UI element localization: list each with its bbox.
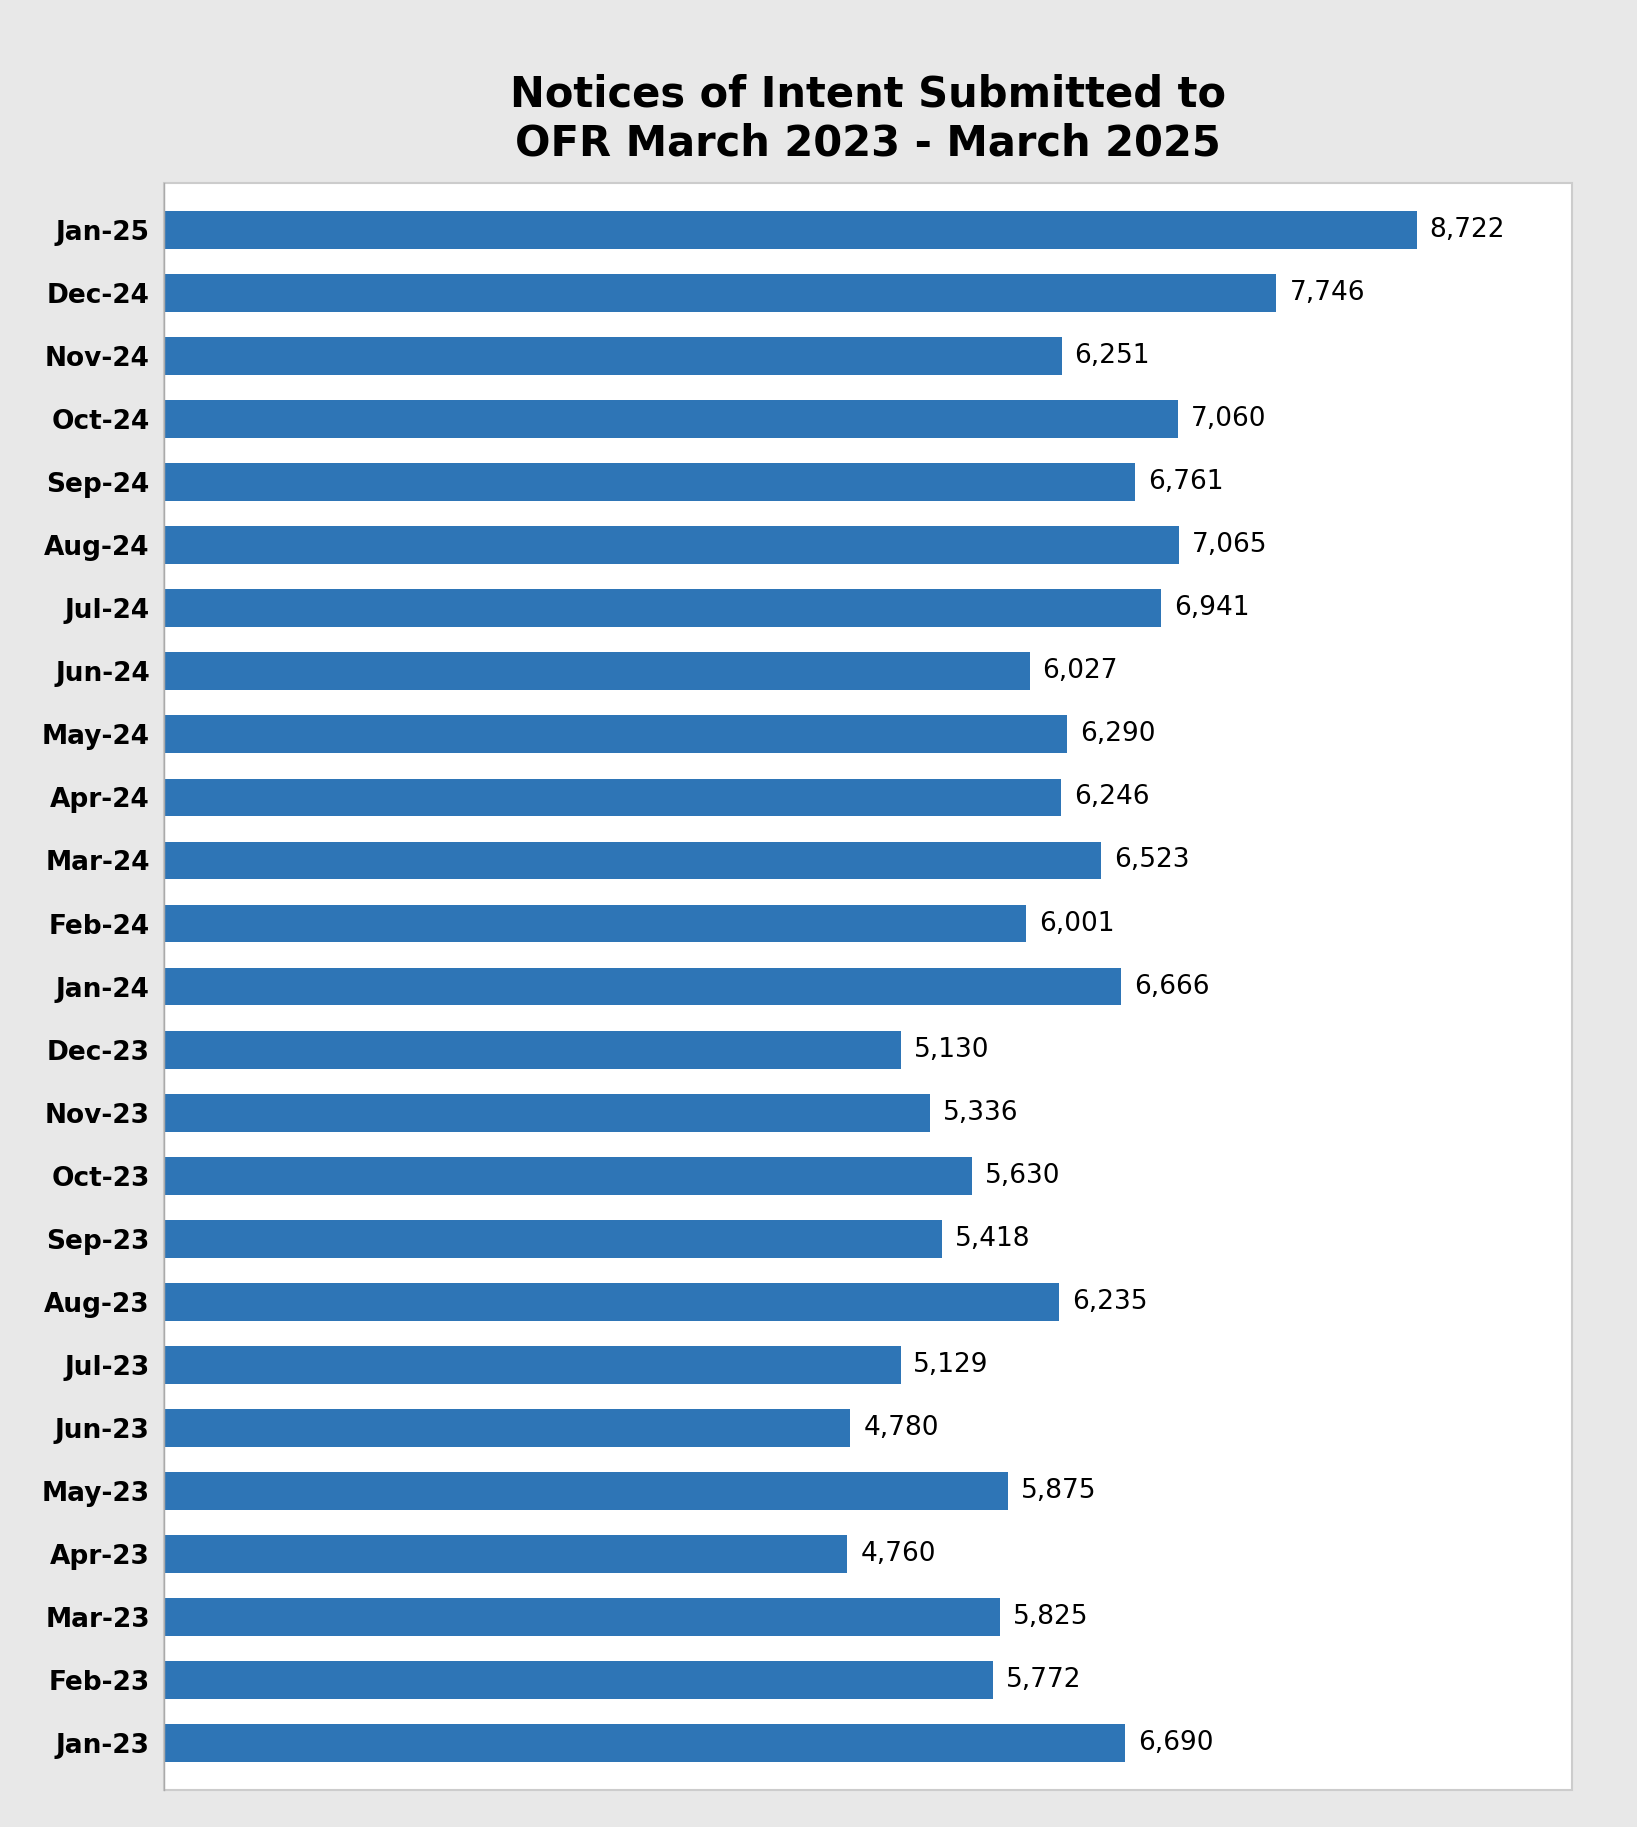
Text: 7,746: 7,746 xyxy=(1290,280,1365,307)
Text: 6,523: 6,523 xyxy=(1113,848,1188,873)
Bar xyxy=(164,1094,930,1131)
Text: 5,772: 5,772 xyxy=(1005,1666,1082,1694)
Bar xyxy=(164,652,1030,691)
Bar xyxy=(164,1156,972,1195)
Bar xyxy=(164,400,1179,438)
Bar xyxy=(164,464,1134,501)
Text: 5,130: 5,130 xyxy=(913,1036,989,1063)
Bar xyxy=(164,1661,994,1699)
Bar xyxy=(164,1535,848,1573)
Text: 6,027: 6,027 xyxy=(1043,658,1118,685)
Text: 6,290: 6,290 xyxy=(1080,722,1156,747)
Text: 5,336: 5,336 xyxy=(943,1100,1018,1125)
Bar xyxy=(164,338,1062,375)
Text: 6,941: 6,941 xyxy=(1174,596,1249,621)
Text: 5,630: 5,630 xyxy=(985,1162,1061,1189)
Text: 4,760: 4,760 xyxy=(861,1540,936,1568)
Bar xyxy=(164,1346,900,1383)
Bar xyxy=(164,968,1121,1005)
Bar xyxy=(164,183,1572,1790)
Bar xyxy=(164,526,1179,565)
Bar xyxy=(164,212,1416,248)
Text: 6,235: 6,235 xyxy=(1072,1288,1148,1315)
Text: 5,875: 5,875 xyxy=(1020,1478,1097,1504)
Text: 6,001: 6,001 xyxy=(1039,910,1115,937)
Text: 7,060: 7,060 xyxy=(1190,406,1267,433)
Bar xyxy=(164,1599,1000,1635)
Bar xyxy=(164,1283,1059,1321)
Text: 5,129: 5,129 xyxy=(913,1352,989,1378)
Bar xyxy=(164,1030,900,1069)
Bar xyxy=(164,590,1161,627)
Bar xyxy=(164,1409,850,1447)
Bar xyxy=(164,904,1026,943)
Text: 5,825: 5,825 xyxy=(1013,1604,1089,1630)
Bar xyxy=(164,1220,941,1257)
Bar xyxy=(164,1473,1008,1509)
Text: 5,418: 5,418 xyxy=(954,1226,1030,1251)
Bar xyxy=(164,274,1277,312)
Text: 7,065: 7,065 xyxy=(1192,532,1267,559)
Bar xyxy=(164,842,1100,879)
Bar xyxy=(164,716,1067,753)
Text: 6,761: 6,761 xyxy=(1148,470,1223,495)
Text: 8,722: 8,722 xyxy=(1429,217,1504,243)
Text: 6,246: 6,246 xyxy=(1074,784,1149,811)
Text: 4,780: 4,780 xyxy=(863,1414,938,1442)
Text: 6,666: 6,666 xyxy=(1134,974,1210,999)
Bar xyxy=(164,778,1061,817)
Bar xyxy=(164,1725,1125,1761)
Text: 6,690: 6,690 xyxy=(1138,1730,1213,1756)
Text: 6,251: 6,251 xyxy=(1074,343,1151,369)
Text: Notices of Intent Submitted to
OFR March 2023 - March 2025: Notices of Intent Submitted to OFR March… xyxy=(509,73,1226,164)
